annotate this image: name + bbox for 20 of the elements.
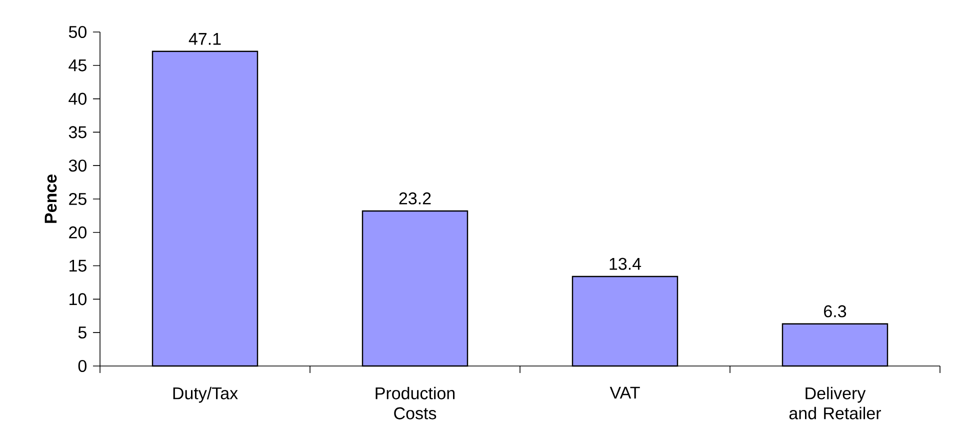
y-tick-label: 50: [68, 26, 86, 38]
data-label: 47.1: [188, 33, 221, 45]
data-label: 23.2: [399, 192, 431, 204]
y-tick-label: 30: [68, 160, 86, 172]
y-tick-label: 25: [69, 192, 86, 206]
y-tick-label: 0: [78, 360, 86, 372]
y-tick-label: 5: [78, 326, 86, 339]
y-tick-label: 20: [69, 226, 86, 238]
x-tick-label: Delivery and Retailer: [789, 386, 881, 420]
y-tick-label: 40: [68, 92, 86, 105]
data-label: 13.4: [610, 258, 642, 270]
y-tick-label: 15: [70, 260, 86, 272]
x-tick-label: VAT: [610, 386, 640, 399]
y-axis-title: Pence: [44, 174, 57, 223]
y-tick-label: 35: [68, 126, 86, 138]
x-tick-label: Duty/Tax: [173, 386, 238, 403]
x-tick-label: Production Costs: [376, 386, 455, 420]
y-tick-label: 45: [68, 59, 86, 72]
data-label: 6.3: [824, 305, 846, 318]
y-tick-label: 10: [70, 293, 86, 306]
